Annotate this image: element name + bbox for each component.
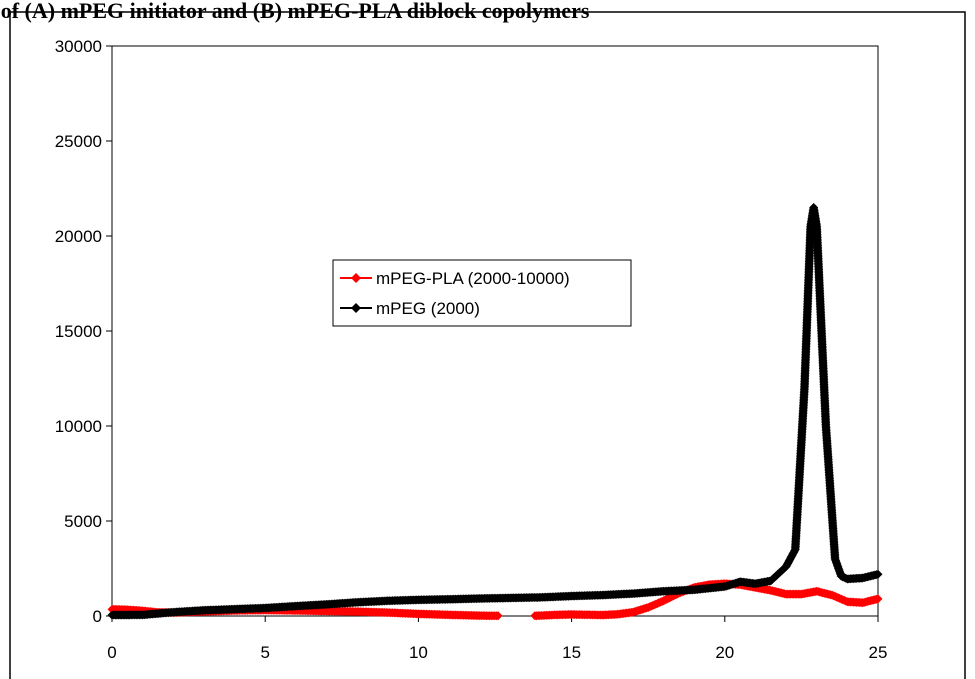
x-tick-label: 25 — [869, 643, 888, 662]
data-point — [873, 594, 883, 604]
chart-title: sis of (A) mPEG initiator and (B) mPEG-P… — [0, 0, 590, 23]
y-tick-label: 5000 — [64, 512, 102, 531]
y-tick-label: 25000 — [55, 132, 102, 151]
series-mpeg — [107, 203, 883, 620]
y-tick-label: 0 — [93, 607, 102, 626]
legend-label: mPEG (2000) — [376, 299, 480, 318]
legend-box — [332, 259, 632, 327]
legend-marker — [351, 303, 361, 313]
y-tick-label: 20000 — [55, 227, 102, 246]
plot-area — [111, 45, 879, 617]
y-axis: 0 5000 10000 15000 20000 25000 30000 — [55, 37, 112, 626]
legend-item: mPEG-PLA (2000-10000) — [340, 269, 570, 288]
x-tick-label: 0 — [107, 643, 116, 662]
series-layer — [107, 203, 883, 621]
legend: mPEG-PLA (2000-10000) mPEG (2000) — [332, 259, 632, 327]
legend-label: mPEG-PLA (2000-10000) — [376, 269, 570, 288]
legend-marker — [351, 273, 361, 283]
legend-item: mPEG (2000) — [340, 299, 480, 318]
x-axis: 0 5 10 15 20 25 — [107, 616, 887, 662]
y-tick-label: 10000 — [55, 417, 102, 436]
x-tick-label: 10 — [409, 643, 428, 662]
x-tick-label: 5 — [260, 643, 269, 662]
x-tick-label: 20 — [715, 643, 734, 662]
y-tick-label: 15000 — [55, 322, 102, 341]
chart-frame — [9, 11, 966, 679]
x-tick-label: 15 — [562, 643, 581, 662]
data-point — [493, 611, 503, 621]
data-point — [873, 569, 883, 579]
y-tick-label: 30000 — [55, 37, 102, 56]
